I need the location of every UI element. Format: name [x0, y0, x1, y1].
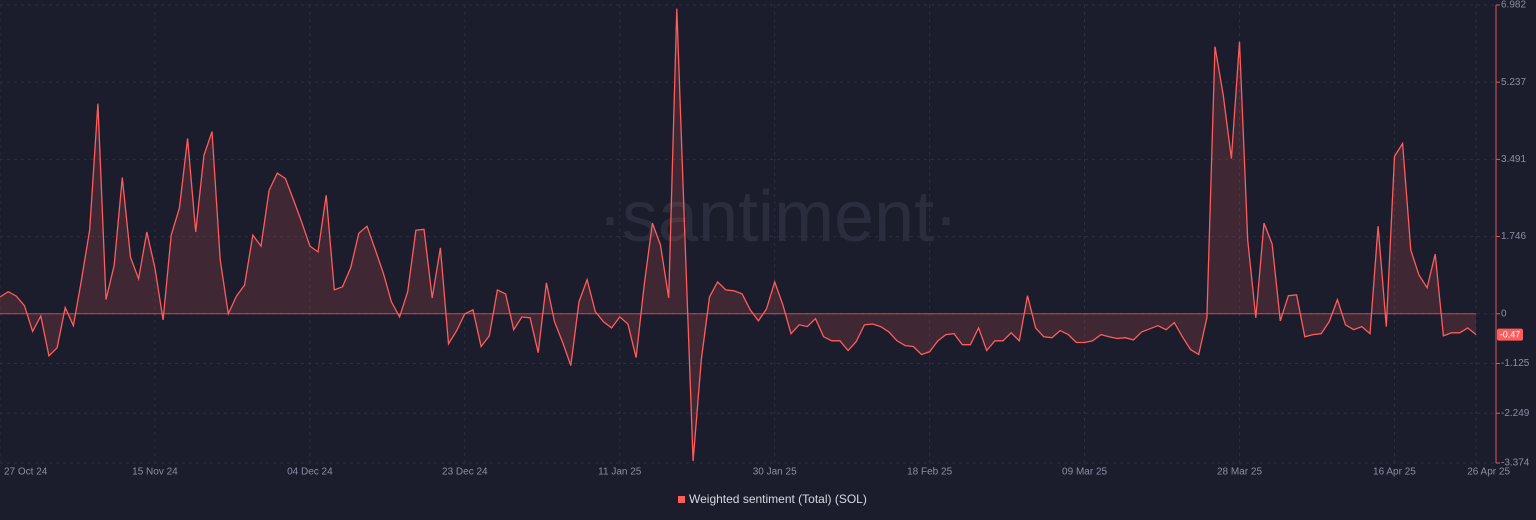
x-tick-label: 04 Dec 24: [287, 467, 333, 478]
x-tick-label: 09 Mar 25: [1062, 467, 1107, 478]
line: [0, 8, 1477, 462]
last-value-badge: [1497, 328, 1523, 341]
x-tick-label: 18 Feb 25: [907, 467, 952, 478]
x-tick-label: 11 Jan 25: [598, 467, 642, 478]
x-tick-label: 23 Dec 24: [442, 467, 488, 478]
legend-swatch: [678, 496, 685, 503]
y-tick-label: 6.982: [1501, 0, 1526, 11]
x-tick-label: 27 Oct 24: [4, 467, 48, 478]
x-tick-label: 30 Jan 25: [753, 467, 797, 478]
x-tick-label: 28 Mar 25: [1217, 467, 1262, 478]
x-tick-label: 16 Apr 25: [1373, 467, 1416, 478]
last-value-label: -0.47: [1500, 329, 1521, 339]
y-tick-label: 1.746: [1501, 231, 1526, 242]
legend-label: Weighted sentiment (Total) (SOL): [689, 492, 867, 506]
y-tick-label: -3.374: [1501, 458, 1530, 469]
y-tick-label: -2.249: [1501, 408, 1530, 419]
y-tick-label: 0: [1501, 308, 1507, 319]
y-tick-label: -1.125: [1501, 358, 1530, 369]
area: [0, 8, 1476, 462]
x-tick-label: 26 Apr 25: [1467, 467, 1510, 478]
y-tick-label: 5.237: [1501, 77, 1526, 88]
x-tick-label: 15 Nov 24: [132, 467, 178, 478]
y-tick-label: 3.491: [1501, 154, 1526, 165]
watermark: ·santiment·: [598, 177, 958, 257]
